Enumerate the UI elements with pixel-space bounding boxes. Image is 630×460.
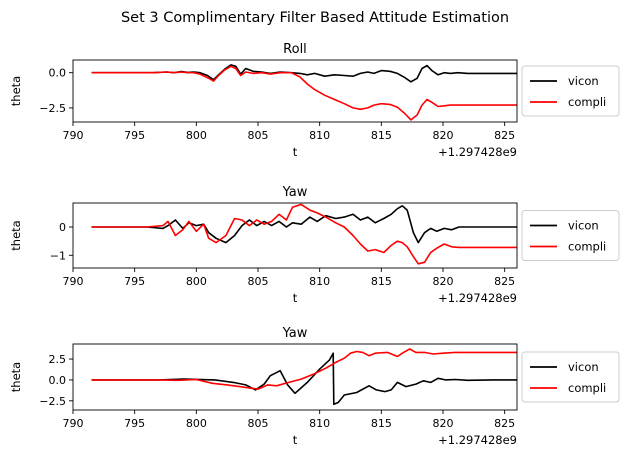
x-tick-label: 805 bbox=[248, 417, 269, 430]
legend-label-compli: compli bbox=[568, 95, 606, 109]
x-tick-label: 800 bbox=[186, 417, 207, 430]
x-tick-label: 825 bbox=[494, 417, 515, 430]
x-offset-text: +1.297428e9 bbox=[438, 433, 517, 447]
subplot-2: Yaw 790 795 800 805 810 815 820 825 0 −1 t theta +1.2… bbox=[9, 185, 620, 305]
x-tick-label: 810 bbox=[309, 417, 330, 430]
subplot-1: Roll 790 795 800 805 810 815 820 825 0.0 −2.5 t thet… bbox=[9, 42, 620, 159]
x-offset-text: +1.297428e9 bbox=[438, 145, 517, 159]
x-tick-label: 800 bbox=[186, 275, 207, 288]
x-axis-label: t bbox=[293, 433, 298, 447]
axes-frame bbox=[72, 343, 518, 411]
x-tick-label: 795 bbox=[124, 129, 145, 142]
y-axis-label: theta bbox=[9, 76, 23, 106]
legend-frame bbox=[521, 210, 620, 261]
series-line-compli bbox=[91, 203, 517, 265]
x-tick-label: 790 bbox=[63, 129, 84, 142]
legend: vicon compli bbox=[521, 210, 620, 261]
y-tick-label: −2.5 bbox=[39, 395, 66, 408]
x-tick-label: 795 bbox=[124, 417, 145, 430]
y-tick-label: 0 bbox=[59, 221, 66, 234]
series-line-compli bbox=[91, 348, 517, 390]
x-tick-label: 815 bbox=[371, 417, 392, 430]
x-tick-label: 790 bbox=[63, 417, 84, 430]
series-line-vicon bbox=[91, 205, 517, 244]
legend-frame bbox=[521, 351, 620, 403]
subplot-title: Yaw bbox=[282, 185, 308, 200]
y-tick-label: 0.0 bbox=[49, 374, 67, 387]
x-tick-label: 790 bbox=[63, 275, 84, 288]
x-tick-label: 815 bbox=[371, 129, 392, 142]
x-tick-label: 820 bbox=[433, 129, 454, 142]
legend-label-compli: compli bbox=[568, 381, 606, 395]
y-tick-label: −2.5 bbox=[39, 102, 66, 115]
x-tick-label: 820 bbox=[433, 417, 454, 430]
legend-label-vicon: vicon bbox=[568, 74, 599, 88]
series-line-compli bbox=[91, 65, 517, 121]
y-axis-label: theta bbox=[9, 362, 23, 392]
legend-label-vicon: vicon bbox=[568, 219, 599, 233]
x-tick-label: 810 bbox=[309, 129, 330, 142]
legend-frame bbox=[521, 65, 620, 117]
y-axis-label: theta bbox=[9, 220, 23, 250]
x-tick-label: 805 bbox=[248, 129, 269, 142]
x-tick-label: 800 bbox=[186, 129, 207, 142]
subplot-3: Yaw 790 795 800 805 810 815 820 825 2.5 0.0 −2.5 t th… bbox=[9, 326, 620, 447]
x-tick-label: 795 bbox=[124, 275, 145, 288]
y-tick-label: −1 bbox=[50, 249, 66, 262]
y-tick-label: 0.0 bbox=[49, 67, 67, 80]
subplot-title: Yaw bbox=[282, 326, 308, 341]
legend: vicon compli bbox=[521, 351, 620, 403]
x-tick-label: 820 bbox=[433, 275, 454, 288]
x-tick-label: 810 bbox=[309, 275, 330, 288]
legend-label-vicon: vicon bbox=[568, 360, 599, 374]
y-tick-label: 2.5 bbox=[49, 353, 67, 366]
x-tick-label: 825 bbox=[494, 129, 515, 142]
x-tick-label: 815 bbox=[371, 275, 392, 288]
figure-title: Set 3 Complimentary Filter Based Attitud… bbox=[121, 10, 509, 26]
subplot-title: Roll bbox=[283, 42, 307, 57]
x-axis-label: t bbox=[293, 145, 298, 159]
x-tick-label: 825 bbox=[494, 275, 515, 288]
series-line-vicon bbox=[91, 64, 517, 83]
x-offset-text: +1.297428e9 bbox=[438, 291, 517, 305]
legend-label-compli: compli bbox=[568, 240, 606, 254]
x-axis-label: t bbox=[293, 291, 298, 305]
axes-frame bbox=[72, 59, 518, 123]
axes-frame bbox=[72, 202, 518, 269]
x-tick-label: 805 bbox=[248, 275, 269, 288]
legend: vicon compli bbox=[521, 65, 620, 117]
